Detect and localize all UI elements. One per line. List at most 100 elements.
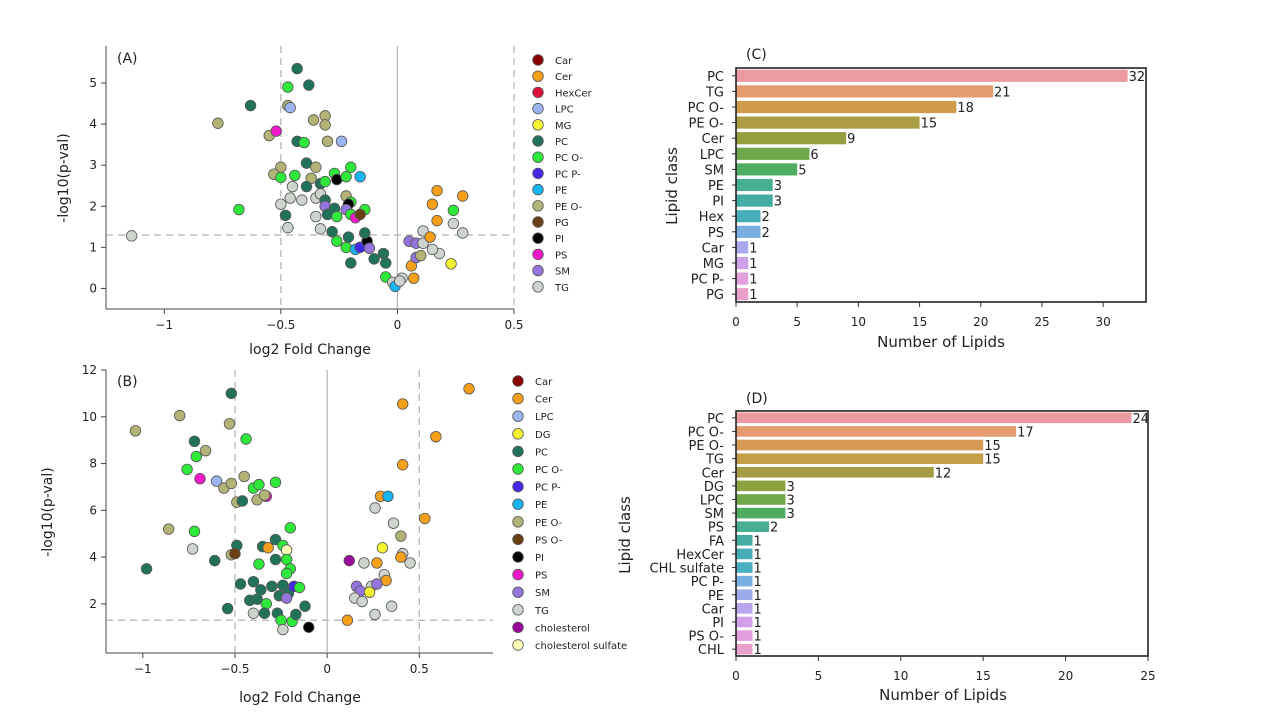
- y-axis-label: -log10(p-val): [56, 133, 72, 222]
- data-point: [457, 227, 469, 239]
- legend-label: Car: [535, 377, 553, 388]
- bar: [736, 256, 749, 270]
- legend-label: DG: [535, 430, 550, 441]
- data-point: [310, 210, 322, 223]
- data-point: [225, 477, 238, 490]
- y-tick-label: 2: [89, 597, 97, 611]
- data-point: [262, 542, 274, 554]
- category-label: PG: [706, 288, 724, 303]
- data-point: [426, 198, 439, 210]
- data-point: [354, 170, 366, 183]
- data-point: [377, 247, 390, 260]
- bar: [736, 69, 1128, 82]
- data-point: [240, 433, 252, 445]
- data-point: [397, 459, 409, 471]
- bar-value-label: 24: [1133, 412, 1150, 427]
- data-point: [408, 272, 420, 284]
- x-tick-label: 25: [1140, 669, 1155, 683]
- x-axis-label: Number of Lipids: [879, 686, 1007, 704]
- data-point: [299, 600, 311, 612]
- data-point: [277, 579, 289, 591]
- bar: [736, 194, 773, 207]
- x-tick-label: 5: [793, 315, 801, 329]
- data-point: [380, 257, 392, 269]
- legend-label: PI: [535, 553, 544, 564]
- data-point: [234, 578, 247, 590]
- bar-value-label: 2: [761, 226, 769, 241]
- data-point: [266, 580, 278, 593]
- bar: [736, 453, 984, 464]
- data-point: [358, 557, 370, 569]
- data-point: [247, 607, 260, 619]
- data-point: [321, 208, 334, 221]
- x-tick-label: −0.5: [266, 318, 295, 332]
- data-point: [190, 450, 203, 463]
- bar-value-label: 1: [749, 273, 757, 288]
- legend-label: PE O-: [535, 518, 563, 529]
- legend-label: PG: [555, 218, 569, 229]
- legend-marker: [532, 232, 544, 244]
- bar: [736, 100, 957, 114]
- bar: [736, 616, 753, 628]
- legend-marker: [512, 410, 524, 422]
- category-label: TG: [705, 453, 724, 468]
- data-point: [233, 203, 245, 216]
- category-label: PE: [708, 589, 724, 604]
- legend-marker: [512, 533, 524, 546]
- legend-marker: [512, 375, 524, 387]
- bar: [736, 163, 798, 176]
- legend-label: PC O-: [535, 465, 563, 476]
- data-point: [394, 275, 406, 287]
- x-tick-label: 0: [323, 662, 331, 676]
- legend-label: LPC: [555, 105, 574, 116]
- data-point: [319, 119, 331, 131]
- data-point: [293, 581, 306, 594]
- x-tick-label: −1: [155, 318, 173, 332]
- bar: [736, 225, 761, 238]
- category-label: PC O-: [688, 425, 725, 440]
- data-point: [369, 608, 381, 621]
- data-point: [345, 257, 357, 269]
- data-point: [431, 184, 443, 197]
- y-tick-label: 5: [89, 76, 97, 90]
- bar: [736, 116, 920, 129]
- data-point: [331, 210, 343, 223]
- data-point: [275, 614, 287, 626]
- data-point: [258, 489, 271, 501]
- bar: [736, 288, 749, 301]
- x-tick-label: 30: [1096, 315, 1111, 329]
- data-point: [209, 554, 221, 567]
- x-axis-label: log2 Fold Change: [249, 342, 371, 358]
- category-label: PE O-: [689, 439, 725, 454]
- legend-marker: [512, 586, 524, 598]
- legend-label: PE O-: [555, 202, 583, 213]
- legend-marker: [532, 200, 544, 212]
- legend-label: TG: [534, 606, 549, 617]
- bar-value-label: 3: [774, 179, 782, 194]
- data-point: [247, 575, 260, 588]
- data-point: [174, 409, 186, 422]
- category-label: TG: [705, 85, 724, 100]
- bar-value-label: 1: [753, 575, 761, 590]
- legend-label: SM: [535, 588, 550, 599]
- data-point: [345, 161, 357, 173]
- bar: [736, 575, 753, 587]
- x-tick-label: 25: [1034, 315, 1049, 329]
- panel-label: (A): [117, 51, 138, 67]
- bar-value-label: 2: [761, 210, 769, 225]
- category-label: LPC: [700, 493, 724, 508]
- bar-value-label: 15: [921, 117, 938, 132]
- bar-value-label: 12: [935, 466, 952, 481]
- bar: [736, 426, 1017, 437]
- bar-value-label: 17: [1017, 425, 1034, 440]
- y-axis-label: Lipid class: [663, 147, 681, 225]
- data-point: [382, 490, 394, 502]
- bar: [736, 589, 753, 601]
- data-point: [343, 554, 355, 567]
- data-point: [463, 383, 475, 395]
- legend-label: PC P-: [535, 483, 561, 494]
- bar-value-label: 9: [847, 132, 855, 147]
- bar: [736, 147, 810, 160]
- data-point: [186, 543, 199, 555]
